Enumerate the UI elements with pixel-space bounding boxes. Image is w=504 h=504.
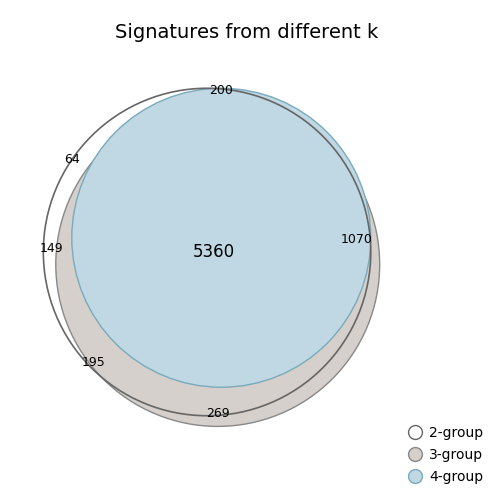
Title: Signatures from different k: Signatures from different k bbox=[114, 23, 378, 42]
Circle shape bbox=[56, 102, 380, 426]
Text: 269: 269 bbox=[206, 407, 229, 420]
Text: 195: 195 bbox=[81, 356, 105, 369]
Text: 149: 149 bbox=[40, 242, 64, 255]
Text: 1070: 1070 bbox=[341, 233, 372, 246]
Circle shape bbox=[72, 88, 371, 387]
Text: 5360: 5360 bbox=[193, 243, 235, 261]
Text: 64: 64 bbox=[64, 153, 80, 166]
Text: 200: 200 bbox=[209, 84, 233, 97]
Legend: 2-group, 3-group, 4-group: 2-group, 3-group, 4-group bbox=[408, 425, 483, 484]
